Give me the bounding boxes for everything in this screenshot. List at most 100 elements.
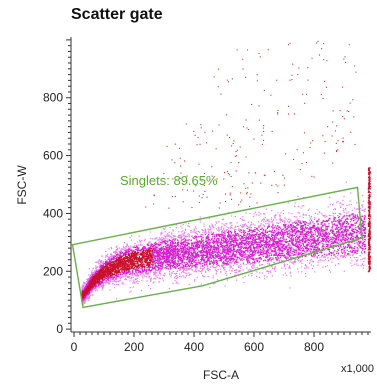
data-point <box>235 228 237 231</box>
data-point <box>255 262 257 264</box>
data-point <box>143 257 145 260</box>
data-point <box>310 228 312 230</box>
data-point <box>333 232 335 234</box>
data-point <box>332 251 334 253</box>
data-point <box>182 224 184 226</box>
data-point <box>252 236 254 238</box>
data-point <box>256 228 258 230</box>
data-point <box>228 238 230 240</box>
data-point <box>316 228 318 230</box>
data-point <box>94 271 96 273</box>
data-point <box>120 276 122 278</box>
data-point <box>325 247 327 249</box>
data-point <box>166 244 168 246</box>
data-point <box>365 228 367 230</box>
data-point <box>114 274 116 276</box>
data-point <box>267 235 269 237</box>
data-point <box>299 245 301 247</box>
data-point <box>136 273 138 275</box>
data-point <box>217 242 219 244</box>
data-point <box>325 228 327 230</box>
data-point <box>207 255 209 257</box>
data-point <box>343 231 345 233</box>
data-point <box>106 275 108 278</box>
data-point <box>245 249 247 251</box>
data-point <box>130 266 133 268</box>
data-point <box>305 214 307 216</box>
data-point <box>134 282 136 284</box>
data-point <box>138 280 140 283</box>
data-point <box>279 217 281 220</box>
data-point <box>309 245 311 247</box>
data-point <box>220 249 222 251</box>
data-point <box>292 239 294 241</box>
data-point <box>187 242 189 244</box>
data-point <box>183 245 185 248</box>
data-point <box>264 278 266 280</box>
data-point <box>247 236 249 238</box>
data-point <box>254 229 256 231</box>
data-point <box>249 262 251 264</box>
data-point <box>82 283 84 285</box>
data-point <box>363 223 365 225</box>
data-point <box>98 276 100 278</box>
data-point <box>331 241 333 243</box>
data-point <box>331 253 333 255</box>
data-point <box>288 237 291 239</box>
data-point <box>103 261 105 263</box>
data-point <box>359 231 361 233</box>
data-point <box>312 235 314 237</box>
data-point <box>332 239 334 241</box>
data-point <box>299 253 301 255</box>
data-point <box>179 259 181 261</box>
data-point <box>202 240 204 242</box>
data-point <box>258 244 260 246</box>
data-point <box>144 240 146 242</box>
data-point <box>246 225 248 227</box>
data-point <box>142 260 144 262</box>
data-point <box>303 224 305 226</box>
data-point <box>110 268 112 270</box>
data-point <box>285 223 287 225</box>
data-point <box>202 265 204 267</box>
data-point <box>357 219 359 221</box>
data-point <box>296 230 298 232</box>
data-point <box>296 223 298 225</box>
data-point <box>345 227 347 229</box>
data-point <box>307 248 310 251</box>
data-point <box>324 256 326 259</box>
data-point <box>129 255 131 257</box>
data-point <box>307 267 309 269</box>
data-point <box>217 240 219 242</box>
data-point <box>286 257 288 259</box>
data-point <box>236 222 238 224</box>
data-point <box>278 259 280 261</box>
data-point <box>321 254 323 257</box>
data-point <box>250 229 252 231</box>
data-point <box>243 282 245 284</box>
data-point <box>135 269 137 271</box>
data-point <box>275 236 277 238</box>
data-point <box>147 263 149 265</box>
data-point <box>249 229 251 231</box>
data-point <box>338 217 340 219</box>
data-point <box>229 222 231 224</box>
data-point <box>165 262 167 264</box>
data-point <box>186 244 188 246</box>
data-point <box>91 294 93 296</box>
data-point <box>157 256 160 258</box>
data-point <box>251 234 253 236</box>
data-point <box>91 270 93 272</box>
data-point <box>150 237 152 240</box>
data-point <box>302 243 304 246</box>
data-point <box>278 261 281 263</box>
data-point <box>130 239 133 241</box>
data-point <box>188 236 190 238</box>
data-point <box>326 229 328 231</box>
data-point <box>257 228 259 230</box>
data-point <box>163 235 165 237</box>
data-point <box>165 242 167 244</box>
data-point <box>282 253 284 255</box>
data-point <box>322 238 324 240</box>
data-point <box>167 233 169 235</box>
